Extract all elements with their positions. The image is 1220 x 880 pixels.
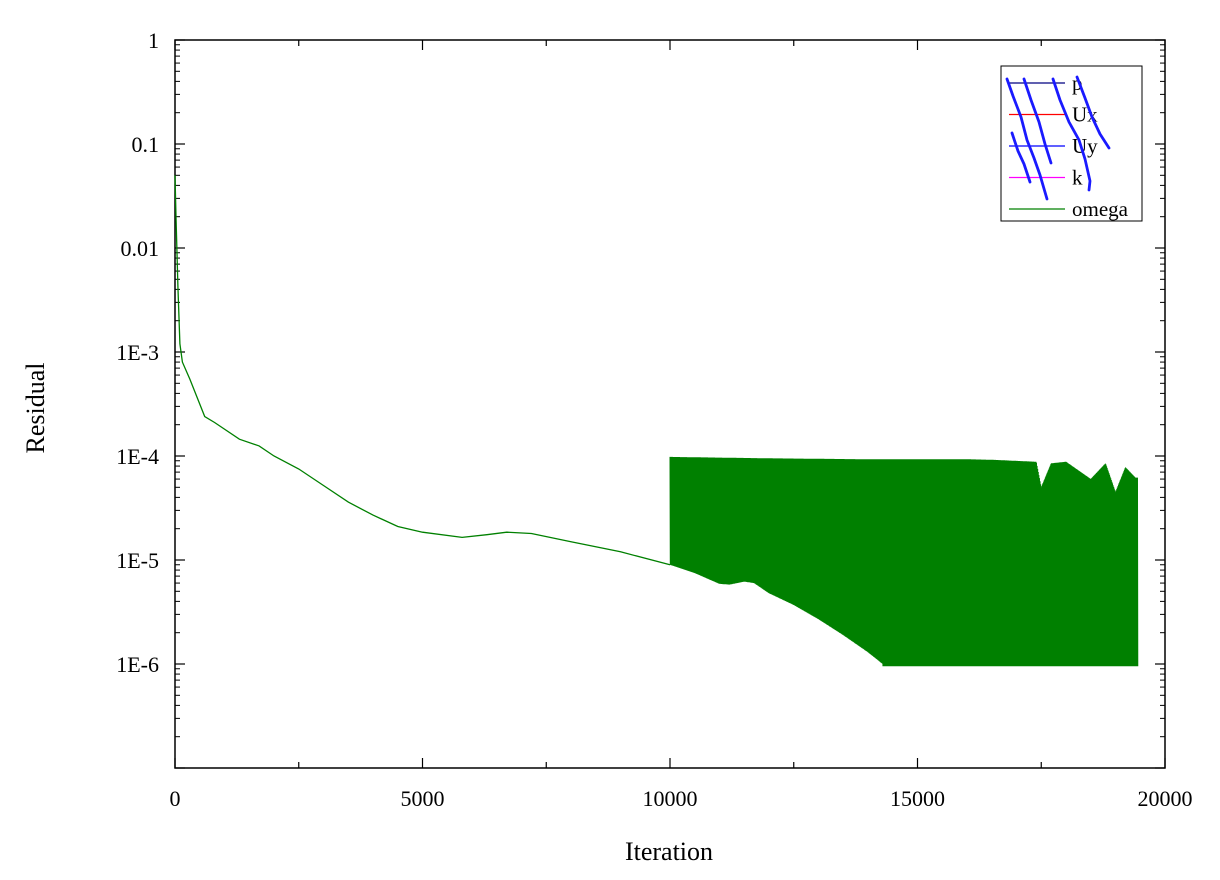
series-oscillation-omega: [669, 456, 1139, 667]
y-tick-label: 1E-4: [116, 444, 159, 469]
x-tick-label: 0: [170, 786, 181, 811]
annotation-stroke: [1022, 77, 1053, 165]
annotation-stroke: [1005, 77, 1049, 201]
x-tick-label: 20000: [1138, 786, 1193, 811]
y-tick-label: 0.01: [121, 236, 160, 261]
x-tick-label: 5000: [401, 786, 445, 811]
legend-label-k: k: [1072, 166, 1083, 190]
axes: 0 5000 10000 15000 20000 1 0.1 0.01 1E-3 1E-4 1E-5…: [116, 28, 1192, 811]
annotation-stroke: [1010, 131, 1032, 184]
x-axis-title: Iteration: [625, 837, 713, 866]
x-tick-label: 15000: [890, 786, 945, 811]
annotation-stroke: [1051, 77, 1092, 192]
y-tick-label: 1E-3: [116, 340, 159, 365]
y-axis-title: Residual: [21, 363, 50, 454]
x-tick-label: 10000: [643, 786, 698, 811]
series-line-omega: [174, 175, 671, 566]
y-tick-label: 1E-6: [116, 652, 159, 677]
legend-label-p: p: [1072, 71, 1083, 95]
annotation-stroke: [1075, 75, 1111, 150]
y-tick-label: 1E-5: [116, 548, 159, 573]
legend-label-omega: omega: [1072, 197, 1129, 221]
legend-label-Uy: Uy: [1072, 134, 1098, 158]
y-tick-label: 0.1: [132, 132, 160, 157]
legend-box: [1000, 65, 1143, 222]
series-area: [174, 175, 1139, 667]
y-tick-label: 1: [148, 28, 159, 53]
